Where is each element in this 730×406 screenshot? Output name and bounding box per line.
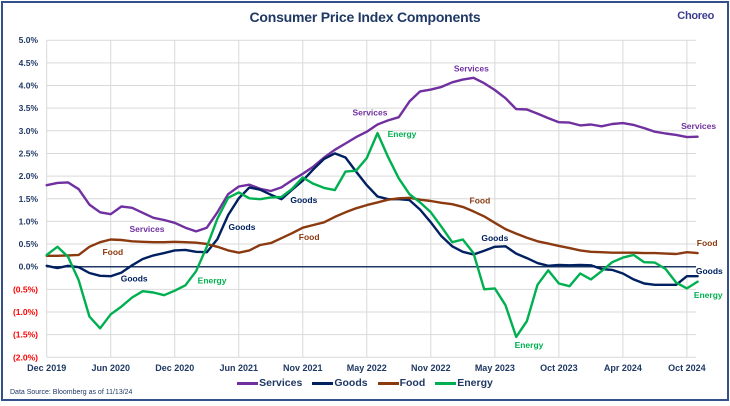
annotation-label-goods: Goods <box>696 266 723 276</box>
legend-swatch-services <box>237 381 259 385</box>
y-tick-label: 1.0% <box>19 216 39 226</box>
x-tick-label: Dec 2020 <box>155 363 194 373</box>
annotation-label-food: Food <box>299 232 320 242</box>
series-line-food <box>45 196 699 258</box>
annotation-label-services: Services <box>454 63 489 73</box>
legend-label-energy: Energy <box>457 377 493 389</box>
y-tick-label: 5.0% <box>19 35 39 45</box>
annotation-label-services: Services <box>353 108 388 118</box>
legend-swatch-goods <box>312 381 334 385</box>
annotation-label-goods: Goods <box>481 233 508 243</box>
annotation-label-goods: Goods <box>121 273 148 283</box>
y-tick-label: 0.0% <box>19 262 39 272</box>
series-line-services <box>45 76 699 233</box>
legend-label-goods: Goods <box>334 377 368 389</box>
annotation-label-food: Food <box>697 238 718 248</box>
legend-item-energy: Energy <box>435 377 493 389</box>
series-lines <box>45 76 699 339</box>
legend-label-food: Food <box>399 377 426 389</box>
annotation-label-food: Food <box>470 196 491 206</box>
brand-logo: Choreo <box>677 10 714 22</box>
gridlines <box>46 39 696 358</box>
y-tick-label: 3.0% <box>19 126 39 136</box>
series-line-goods <box>45 152 699 286</box>
chart-legend: Services Goods Food Energy <box>0 377 730 389</box>
legend-swatch-energy <box>435 381 457 385</box>
legend-item-services: Services <box>237 377 302 389</box>
data-source-note: Data Source: Bloomberg as of 11/13/24 <box>10 389 133 396</box>
x-axis-tick-labels: Dec 2019 Jun 2020 Dec 2020 Jun 2021 Nov 2021… <box>27 363 705 373</box>
series-line-energy <box>45 131 699 339</box>
annotation-label-energy: Energy <box>694 290 723 300</box>
x-tick-label: Oct 2023 <box>540 363 578 373</box>
legend-item-goods: Goods <box>312 377 368 389</box>
x-tick-label: Nov 2022 <box>411 363 451 373</box>
y-tick-label: 0.5% <box>19 239 39 249</box>
y-tick-label: 4.5% <box>19 58 39 68</box>
annotation-label-goods: Goods <box>229 222 256 232</box>
chart-title: Consumer Price Index Components <box>249 9 481 25</box>
annotation-label-services: Services <box>130 224 165 234</box>
series-annotations: Services Food Goods Energy Goods Goods Food Ser… <box>102 63 723 350</box>
annotation-label-energy: Energy <box>515 340 544 350</box>
legend-swatch-food <box>377 381 399 385</box>
x-tick-label: Dec 2019 <box>27 363 66 373</box>
annotation-label-food: Food <box>102 247 123 257</box>
y-tick-label: (0.5%) <box>13 284 38 294</box>
y-tick-label: 2.5% <box>19 148 39 158</box>
y-tick-label: 3.5% <box>19 103 39 113</box>
x-tick-label: Apr 2024 <box>604 363 642 373</box>
x-tick-label: Nov 2021 <box>283 363 323 373</box>
x-tick-label: Oct 2024 <box>668 363 706 373</box>
x-tick-label: Jun 2021 <box>219 363 258 373</box>
y-tick-label: (2.0%) <box>13 352 38 362</box>
legend-item-food: Food <box>377 377 426 389</box>
y-tick-label: 4.0% <box>19 81 39 91</box>
legend-label-services: Services <box>259 377 303 389</box>
annotation-label-services: Services <box>681 121 716 131</box>
y-tick-label: (1.5%) <box>13 330 38 340</box>
annotation-label-goods: Goods <box>290 195 317 205</box>
annotation-label-energy: Energy <box>388 129 417 139</box>
y-axis-tick-labels: 5.0% 4.5% 4.0% 3.5% 3.0% 2.5% 2.0% 1.5% 1.0% 0.5%… <box>13 35 38 362</box>
y-tick-label: (1.0%) <box>13 307 38 317</box>
annotation-label-energy: Energy <box>198 276 227 286</box>
y-tick-label: 2.0% <box>19 171 39 181</box>
x-tick-label: May 2022 <box>347 363 387 373</box>
y-tick-label: 1.5% <box>19 194 39 204</box>
x-tick-label: May 2023 <box>475 363 515 373</box>
x-tick-label: Jun 2020 <box>91 363 130 373</box>
